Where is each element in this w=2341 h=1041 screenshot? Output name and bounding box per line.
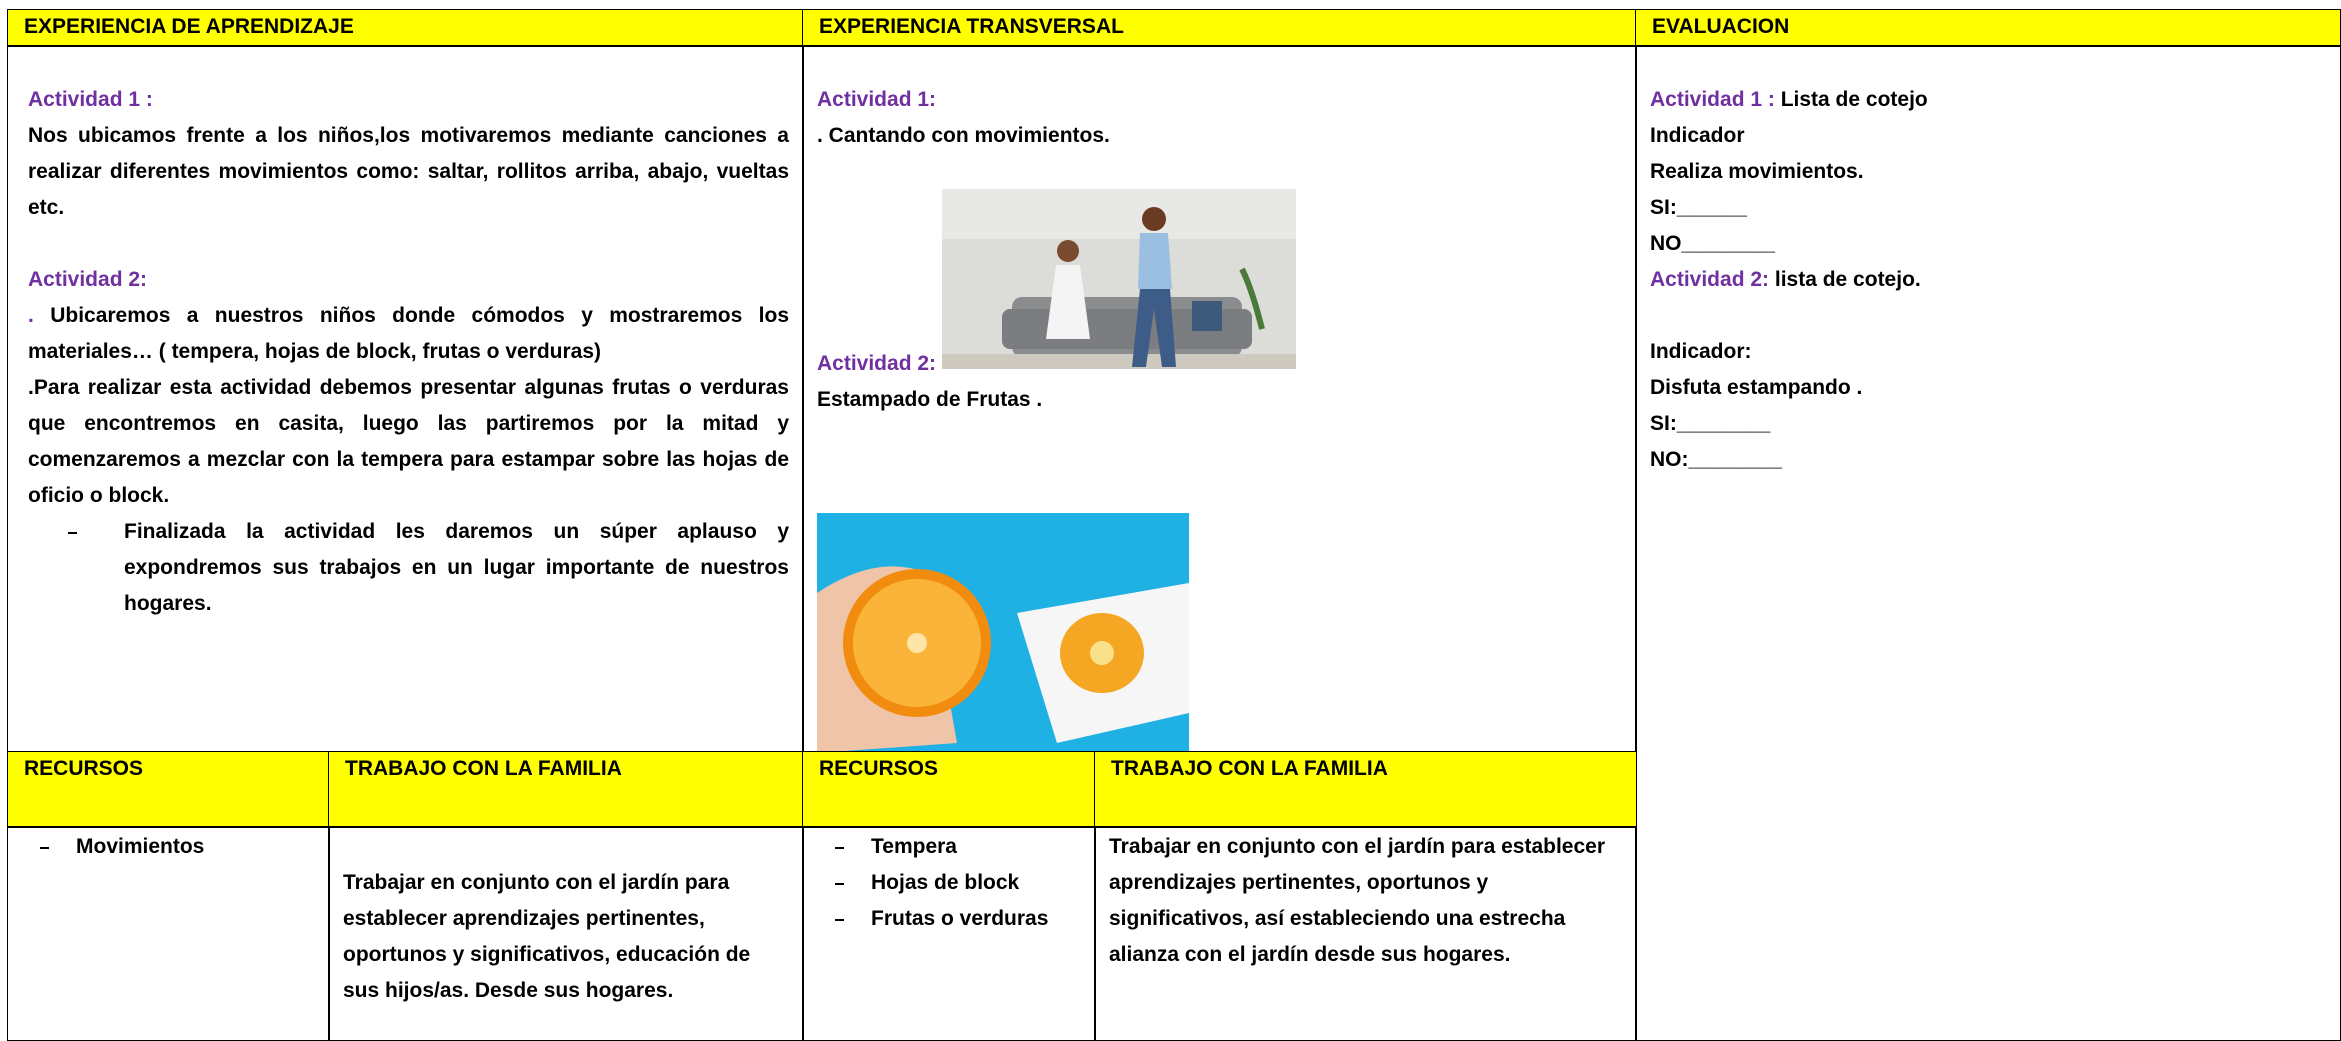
header-cell: EXPERIENCIA DE APRENDIZAJE [7, 9, 804, 47]
activity-title: Actividad 1: [817, 88, 937, 111]
bullet-text: Finalizada la actividad les daremos un s… [124, 520, 789, 615]
eval-line: NO:________ [1650, 448, 1782, 471]
activity-title: Actividad 2: [28, 268, 148, 291]
header: EXPERIENCIA TRANSVERSAL [819, 15, 1124, 38]
activity-text: Ubicaremos a nuestros niños donde cómodo… [28, 304, 789, 363]
family-cell: Trabajar en conjunto con el jardín para … [1094, 826, 1637, 1041]
resource-text: Hojas de block [871, 871, 1020, 894]
resource-list: Tempera Hojas de block Frutas o verduras [811, 829, 1087, 937]
eval-line: Realiza movimientos. [1650, 160, 1864, 183]
eval-label: Actividad 2: [1650, 268, 1770, 291]
activity-title: Actividad 2: [817, 352, 937, 375]
header: EXPERIENCIA DE APRENDIZAJE [24, 15, 354, 38]
family-text: Trabajar en conjunto con el jardín para … [1109, 835, 1605, 966]
activity-prefix: . [28, 304, 34, 327]
header-cell: EXPERIENCIA TRANSVERSAL [802, 9, 1637, 47]
subheader: RECURSOS [819, 757, 939, 780]
resource-item: Movimientos [16, 829, 321, 865]
eval-activity: Actividad 2: lista de cotejo. [1650, 262, 2326, 298]
eval-activity: Actividad 1 : Lista de cotejo [1650, 82, 2326, 118]
eval-line: Disfuta estampando . [1650, 376, 1863, 399]
activity-text: . Cantando con movimientos. [817, 124, 1110, 147]
activity-text: .Para realizar esta actividad debemos pr… [28, 376, 789, 507]
evaluation-cell: Actividad 1 : Lista de cotejo Indicador R… [1635, 45, 2341, 1041]
resource-list: Movimientos [16, 829, 321, 865]
resource-text: Movimientos [76, 835, 205, 858]
resources-cell: Movimientos [7, 826, 330, 1041]
eval-text: Lista de cotejo [1774, 88, 1928, 111]
activity-text: . Ubicaremos a nuestros niños donde cómo… [28, 298, 789, 370]
subheader: TRABAJO CON LA FAMILIA [1111, 757, 1388, 780]
eval-lines: Indicador: Disfuta estampando . SI:_______… [1650, 334, 2326, 478]
subheader-cell: TRABAJO CON LA FAMILIA [1094, 751, 1637, 828]
activity-text: Estampado de Frutas . [817, 388, 1043, 411]
bullet-list: Finalizada la actividad les daremos un s… [28, 514, 789, 622]
resource-item: Frutas o verduras [811, 901, 1087, 937]
header: EVALUACION [1652, 15, 1790, 38]
activity-title: Actividad 1 : [28, 88, 153, 111]
subheader: TRABAJO CON LA FAMILIA [345, 757, 622, 780]
resource-item: Hojas de block [811, 865, 1087, 901]
resource-text: Tempera [871, 835, 957, 858]
eval-line: Indicador: [1650, 340, 1752, 363]
resource-item: Tempera [811, 829, 1087, 865]
resources-cell: Tempera Hojas de block Frutas o verduras [802, 826, 1096, 1041]
activity-text: Nos ubicamos frente a los niños,los moti… [28, 124, 789, 219]
resource-text: Frutas o verduras [871, 907, 1049, 930]
eval-lines: Indicador Realiza movimientos. SI:______ NO… [1650, 118, 2326, 262]
eval-line: SI:______ [1650, 196, 1747, 219]
family-cell: Trabajar en conjunto con el jardín para … [328, 826, 804, 1041]
header-cell: EVALUACION [1635, 9, 2341, 47]
subheader-cell: TRABAJO CON LA FAMILIA [328, 751, 804, 828]
bullet: Finalizada la actividad les daremos un s… [28, 514, 789, 622]
subheader-cell: RECURSOS [7, 751, 330, 828]
photo-orange [817, 513, 1189, 753]
learning-cell: Actividad 1 : Nos ubicamos frente a los … [7, 45, 804, 753]
transversal-cell: Actividad 1: . Cantando con movimientos.… [802, 45, 1637, 753]
eval-line: SI:________ [1650, 412, 1771, 435]
eval-text: lista de cotejo. [1769, 268, 1921, 291]
eval-label: Actividad 1 : [1650, 88, 1775, 111]
subheader: RECURSOS [24, 757, 144, 780]
subheader-cell: RECURSOS [802, 751, 1096, 828]
photo-dancing [942, 189, 1296, 369]
eval-line: NO________ [1650, 232, 1775, 255]
eval-line: Indicador [1650, 124, 1745, 147]
family-text: Trabajar en conjunto con el jardín para … [343, 871, 751, 1002]
